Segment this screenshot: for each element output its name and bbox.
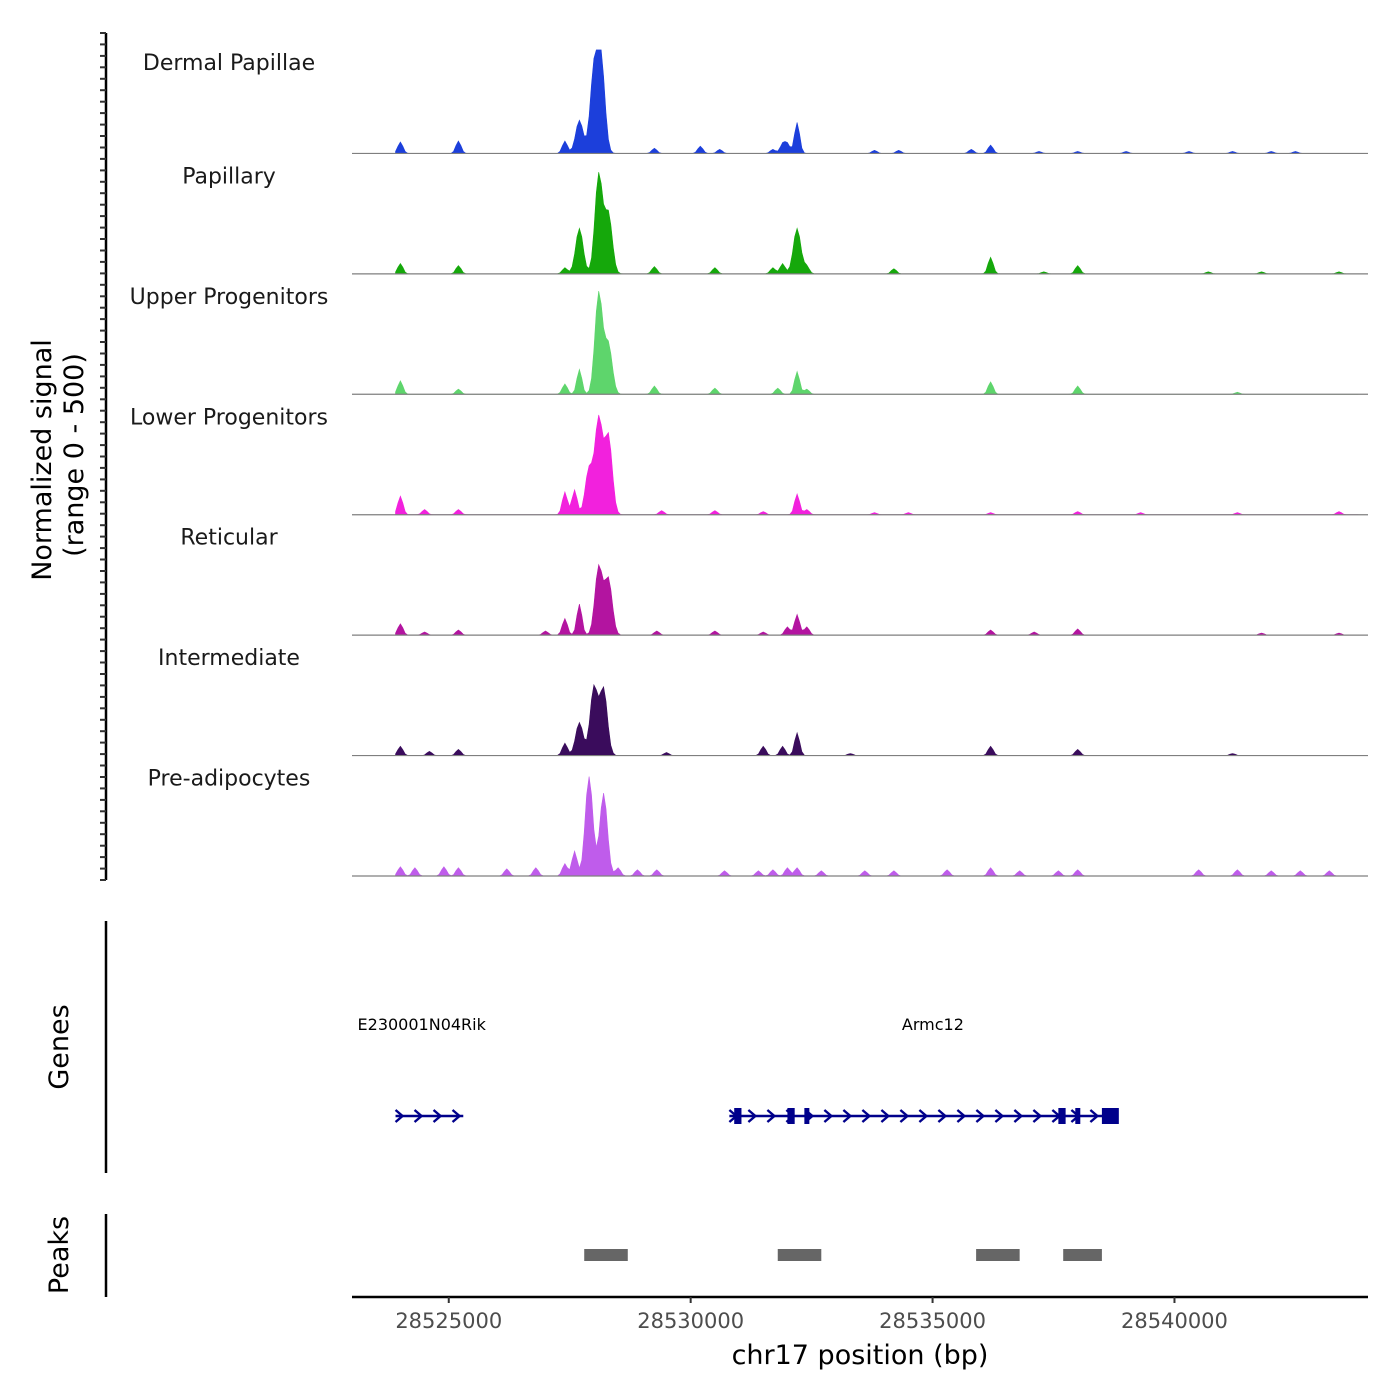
strand-arrow bbox=[880, 1109, 891, 1123]
track-pre-adipocytes: Pre-adipocytes bbox=[148, 767, 1368, 877]
y-axis-title-line2: (range 0 - 500) bbox=[59, 353, 90, 557]
signal-area bbox=[395, 683, 1359, 756]
signal-area bbox=[395, 290, 1359, 395]
strand-arrow bbox=[823, 1109, 834, 1123]
track-label: Intermediate bbox=[158, 646, 300, 671]
strand-arrow bbox=[861, 1109, 872, 1123]
strand-arrow bbox=[918, 1109, 929, 1123]
peak-region bbox=[777, 1249, 822, 1261]
y-axis-title-line1: Normalized signal bbox=[27, 339, 58, 581]
track-label: Lower Progenitors bbox=[130, 405, 328, 430]
peaks-track-label: Peaks bbox=[44, 1216, 75, 1294]
strand-arrow bbox=[1089, 1109, 1100, 1123]
track-dermal-papillae: Dermal Papillae bbox=[143, 49, 1368, 155]
track-reticular: Reticular bbox=[180, 526, 1368, 636]
peak-region bbox=[584, 1249, 628, 1261]
track-upper-progenitors: Upper Progenitors bbox=[130, 285, 1368, 395]
signal-area bbox=[395, 172, 1359, 275]
track-label: Pre-adipocytes bbox=[148, 767, 311, 792]
strand-arrow bbox=[432, 1109, 443, 1123]
strand-arrow bbox=[1032, 1109, 1043, 1123]
strand-arrow bbox=[899, 1109, 910, 1123]
signal-tracks: Dermal Papillae Papillary Upper Progenitor… bbox=[130, 49, 1368, 877]
strand-arrow bbox=[842, 1109, 853, 1123]
strand-arrow bbox=[451, 1109, 462, 1123]
gene-e230001n04rik: E230001N04Rik bbox=[358, 1015, 487, 1123]
exon bbox=[1101, 1108, 1119, 1124]
strand-arrow bbox=[937, 1109, 948, 1123]
strand-arrow bbox=[394, 1109, 405, 1123]
strand-arrow bbox=[1013, 1109, 1024, 1123]
peak-region bbox=[976, 1249, 1020, 1261]
signal-area bbox=[395, 776, 1359, 877]
exon bbox=[1058, 1108, 1066, 1124]
strand-arrow bbox=[994, 1109, 1005, 1123]
strand-arrow bbox=[975, 1109, 986, 1123]
peak-region bbox=[1063, 1249, 1102, 1261]
strand-arrow bbox=[766, 1109, 777, 1123]
signal-area bbox=[395, 49, 1359, 154]
genes-track: E230001N04Rik Armc12 bbox=[358, 1015, 1119, 1124]
x-axis-ticks: 28525000 28530000 28535000 28540000 bbox=[395, 1297, 1228, 1333]
signal-area bbox=[395, 563, 1359, 636]
exon bbox=[1075, 1108, 1081, 1124]
track-lower-progenitors: Lower Progenitors bbox=[130, 405, 1368, 516]
exon bbox=[804, 1108, 810, 1124]
x-tick-label: 28540000 bbox=[1121, 1309, 1228, 1333]
signal-area bbox=[395, 414, 1359, 515]
gene-label: E230001N04Rik bbox=[358, 1015, 487, 1034]
genes-track-label: Genes bbox=[44, 1004, 75, 1089]
peaks-track bbox=[584, 1249, 1102, 1261]
x-axis-title: chr17 position (bp) bbox=[732, 1340, 989, 1371]
x-tick-label: 28535000 bbox=[879, 1309, 986, 1333]
track-label: Upper Progenitors bbox=[130, 285, 329, 310]
strand-arrow bbox=[747, 1109, 758, 1123]
track-label: Dermal Papillae bbox=[143, 51, 315, 76]
x-tick-label: 28530000 bbox=[637, 1309, 744, 1333]
signal-y-axis bbox=[100, 32, 108, 881]
gene-armc12: Armc12 bbox=[728, 1015, 1119, 1124]
x-tick-label: 28525000 bbox=[395, 1309, 502, 1333]
exon bbox=[734, 1108, 742, 1124]
track-label: Papillary bbox=[182, 164, 276, 189]
track-papillary: Papillary bbox=[182, 164, 1368, 275]
gene-label: Armc12 bbox=[902, 1015, 964, 1034]
strand-arrow bbox=[956, 1109, 967, 1123]
track-intermediate: Intermediate bbox=[158, 646, 1368, 757]
exon bbox=[787, 1108, 795, 1124]
track-label: Reticular bbox=[180, 526, 278, 551]
strand-arrow bbox=[413, 1109, 424, 1123]
